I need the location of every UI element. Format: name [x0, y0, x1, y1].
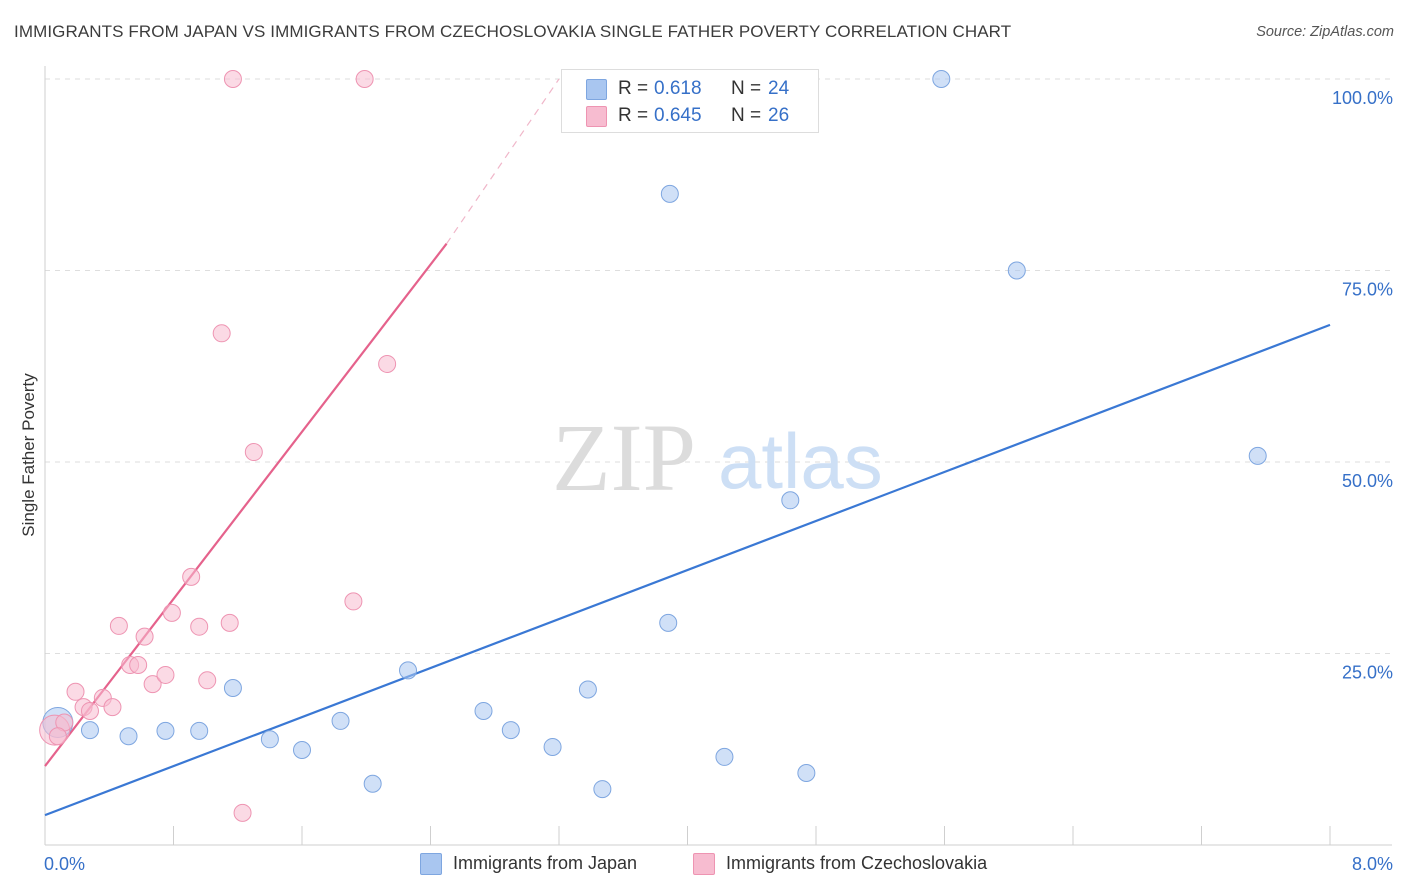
bottom-legend-label-czech: Immigrants from Czechoslovakia [726, 853, 988, 873]
point-czech [233, 803, 252, 822]
point-japan [399, 661, 418, 680]
watermark-atlas: atlas [718, 417, 883, 505]
point-czech [66, 682, 85, 701]
bottom-legend-label-japan: Immigrants from Japan [453, 853, 638, 873]
data-points [39, 70, 1267, 822]
point-japan [543, 737, 562, 756]
trend-line-czech-extension [446, 78, 560, 245]
x-tick-label: 0.0% [44, 854, 85, 874]
legend-n-value: 24 [768, 78, 790, 99]
bottom-legend-swatch-czech [693, 853, 715, 875]
y-tick-label: 100.0% [1332, 88, 1393, 108]
watermark-zip: ZIP [552, 404, 696, 511]
point-japan [293, 741, 311, 760]
point-japan [223, 678, 242, 697]
point-czech [109, 616, 128, 635]
point-japan [781, 491, 800, 510]
point-czech [220, 613, 239, 632]
correlation-legend: R = 0.618 N = 24 R = 0.645 N = 26 [561, 69, 819, 133]
point-czech [198, 671, 217, 690]
point-japan [1248, 446, 1267, 465]
tick-labels: 25.0% 50.0% 75.0% 100.0% 0.0% 8.0% [44, 88, 1393, 874]
legend-r-label: R = [618, 105, 649, 126]
point-japan [80, 721, 99, 740]
y-axis-label: Single Father Poverty [19, 373, 38, 537]
y-tick-label: 25.0% [1342, 663, 1393, 683]
point-japan [659, 613, 678, 632]
legend-swatch-czech [586, 106, 607, 127]
legend-swatch-japan [586, 79, 607, 100]
point-japan [190, 721, 209, 740]
point-czech [156, 665, 175, 684]
legend-r-value: 0.618 [654, 78, 702, 99]
point-japan [363, 774, 382, 793]
source-label: Source: ZipAtlas.com [1256, 24, 1394, 40]
x-tick-label: 8.0% [1352, 854, 1393, 874]
point-czech [212, 324, 231, 343]
trend-line-japan [44, 323, 1331, 817]
point-japan [260, 730, 279, 749]
legend-n-value: 26 [768, 105, 790, 126]
legend-r-label: R = [618, 78, 649, 99]
trend-lines [44, 78, 1331, 817]
y-tick-label: 50.0% [1342, 471, 1393, 491]
point-japan [156, 721, 175, 740]
point-czech [223, 70, 242, 88]
bottom-legend-swatch-japan [420, 853, 442, 875]
axes [44, 66, 1392, 846]
point-czech [80, 701, 99, 720]
point-japan [1007, 261, 1026, 280]
point-japan [331, 711, 350, 730]
legend-n-label: N = [731, 105, 762, 126]
point-japan [578, 680, 597, 699]
point-czech [378, 354, 397, 373]
point-japan [932, 70, 951, 88]
point-czech [129, 655, 148, 674]
point-czech [355, 70, 374, 88]
point-japan [660, 184, 679, 203]
y-tick-label: 75.0% [1342, 280, 1393, 300]
point-czech [190, 617, 209, 636]
point-czech [182, 567, 201, 586]
legend-n-label: N = [731, 78, 762, 99]
point-japan [501, 721, 520, 740]
point-japan [474, 701, 493, 720]
point-czech [344, 592, 363, 611]
point-japan [119, 727, 138, 746]
point-japan [593, 780, 612, 799]
point-czech [48, 727, 67, 746]
point-czech [143, 675, 162, 694]
trend-line-czech [44, 243, 448, 767]
grid-lines [45, 78, 1392, 654]
point-japan [715, 747, 734, 766]
chart-title: IMMIGRANTS FROM JAPAN VS IMMIGRANTS FROM… [14, 22, 1012, 41]
point-czech [135, 627, 154, 646]
point-czech [103, 698, 122, 717]
point-japan [797, 763, 816, 782]
point-czech [244, 443, 263, 462]
legend-r-value: 0.645 [654, 105, 702, 126]
point-czech [162, 603, 181, 622]
